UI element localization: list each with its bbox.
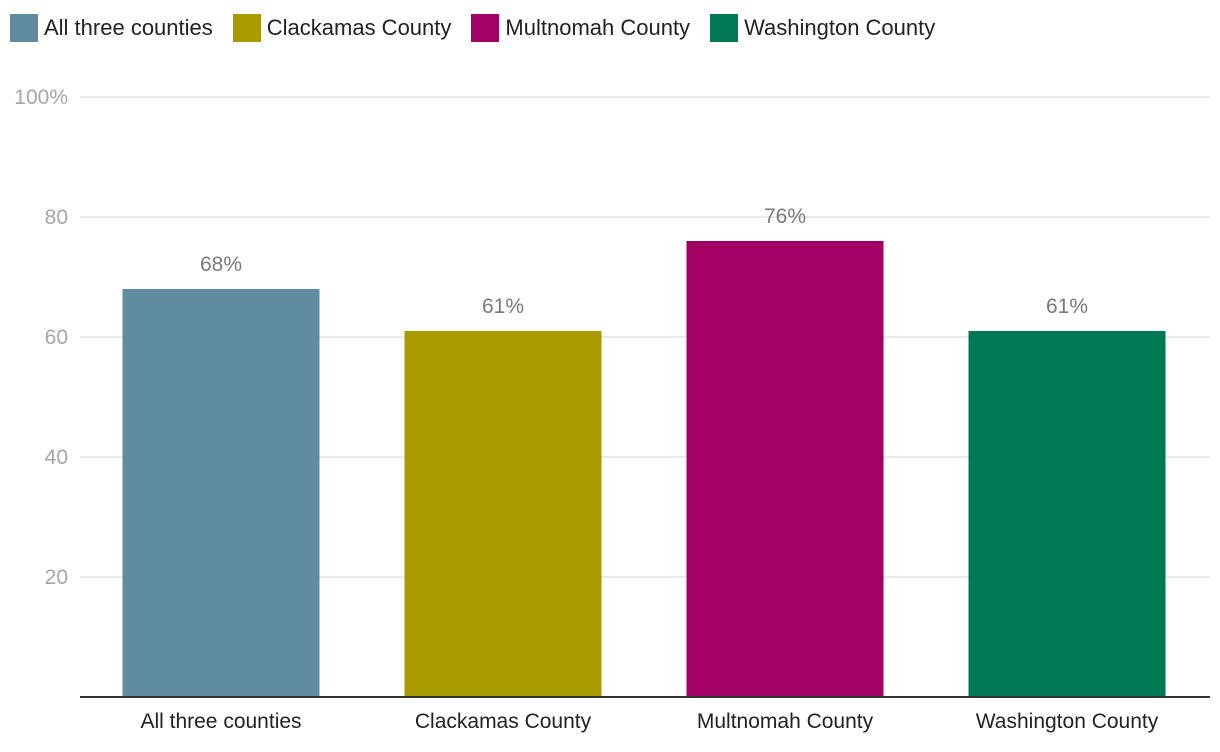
legend-item-washington-county: Washington County <box>710 14 935 42</box>
data-label: 61% <box>482 295 524 318</box>
y-tick-label: 100% <box>14 86 68 109</box>
legend-label: Multnomah County <box>505 15 691 40</box>
y-tick-label: 20 <box>45 566 68 589</box>
legend-swatch <box>232 14 261 42</box>
bar <box>686 241 884 697</box>
data-label: 68% <box>200 253 242 276</box>
legend-swatch <box>10 14 38 42</box>
bar <box>122 289 320 697</box>
legend-label: Clackamas County <box>266 15 452 40</box>
legend-item-multnomah-county: Multnomah County <box>471 14 690 42</box>
legend-item-clackamas-county: Clackamas County <box>232 14 452 42</box>
bar <box>968 331 1166 697</box>
bar <box>404 331 602 697</box>
chart-legend: All three counties Clackamas County Mult… <box>10 14 955 42</box>
data-label: 61% <box>1046 295 1088 318</box>
x-tick-label: Washington County <box>976 710 1159 733</box>
legend-swatch <box>471 14 500 42</box>
y-tick-label: 80 <box>45 206 68 229</box>
x-tick-label: Multnomah County <box>697 710 874 733</box>
y-tick-label: 40 <box>45 446 68 469</box>
legend-swatch <box>710 14 739 42</box>
legend-label: All three counties <box>44 15 213 40</box>
y-tick-label: 60 <box>45 326 68 349</box>
x-tick-label: All three counties <box>140 710 301 733</box>
legend-item-all-three-counties: All three counties <box>10 14 213 42</box>
x-tick-label: Clackamas County <box>415 710 592 733</box>
legend-label: Washington County <box>744 15 936 40</box>
data-label: 76% <box>764 205 806 228</box>
